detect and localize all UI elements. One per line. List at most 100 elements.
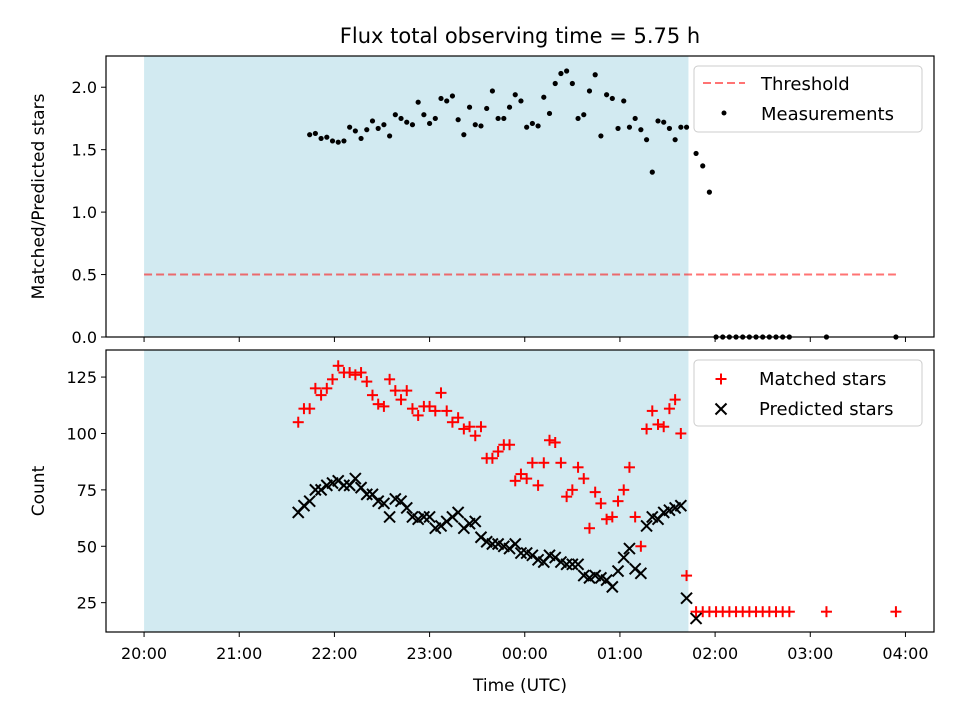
measurement-point xyxy=(615,125,621,132)
x-tick-label: 21:00 xyxy=(216,644,262,663)
matched-star-point xyxy=(389,385,401,397)
measurement-point xyxy=(506,104,513,110)
measurement-point xyxy=(375,125,381,132)
predicted-star-point xyxy=(514,546,528,560)
matched-star-point xyxy=(641,423,653,435)
predicted-star-point xyxy=(486,537,499,551)
ratio-panel-frame xyxy=(105,55,935,338)
y-tick-label: 75 xyxy=(77,481,97,500)
measurement-point xyxy=(524,124,530,130)
measurement-point xyxy=(512,92,518,98)
predicted-star-point xyxy=(611,564,625,578)
matched-star-point xyxy=(544,434,556,446)
matched-legend-label: Matched stars xyxy=(759,369,886,390)
measurement-point xyxy=(575,115,581,122)
matched-star-point xyxy=(890,606,902,618)
predicted-stars-series xyxy=(292,472,703,625)
predicted-star-point xyxy=(680,591,693,605)
predicted-star-point xyxy=(383,510,396,524)
matched-star-point xyxy=(663,403,675,415)
matched-star-point xyxy=(538,457,550,469)
matched-legend-swatch xyxy=(715,373,727,385)
measurement-point xyxy=(472,122,478,128)
matched-star-point xyxy=(412,409,424,421)
matched-star-point xyxy=(315,389,327,401)
predicted-star-point xyxy=(469,515,482,528)
y-tick-label: 25 xyxy=(77,594,97,613)
matched-star-point xyxy=(601,513,613,525)
measurement-point xyxy=(581,112,587,118)
measurement-point xyxy=(478,123,484,129)
measurement-point xyxy=(489,88,495,94)
measurement-point xyxy=(307,132,313,138)
measurement-point xyxy=(564,68,570,74)
measurement-point xyxy=(455,117,461,123)
predicted-star-point xyxy=(451,506,465,519)
y-tick-label: 100 xyxy=(66,424,97,443)
measurement-point xyxy=(546,110,553,117)
measurement-point xyxy=(666,125,673,132)
predicted-star-point xyxy=(560,558,573,571)
measurement-point xyxy=(569,80,575,87)
measurement-point xyxy=(592,72,598,78)
matched-star-point xyxy=(486,452,498,464)
x-tick-label: 02:00 xyxy=(692,644,738,663)
measurement-point xyxy=(415,99,421,105)
measurement-point xyxy=(529,120,535,127)
matched-stars-series xyxy=(292,360,902,618)
measurement-point xyxy=(426,120,433,127)
y-tick-label: 1.0 xyxy=(72,203,97,222)
matched-star-point xyxy=(618,484,630,496)
measurement-point xyxy=(466,104,473,110)
matched-star-point xyxy=(612,495,624,507)
predicted-star-point xyxy=(309,483,322,497)
measurement-point xyxy=(392,112,398,118)
measurement-point xyxy=(598,133,604,139)
matched-star-point xyxy=(424,400,436,412)
predicted-legend-marker xyxy=(714,402,728,416)
matched-star-point xyxy=(395,394,407,406)
measurement-point xyxy=(643,137,650,143)
predicted-star-point xyxy=(634,567,648,580)
matched-star-point xyxy=(555,457,567,469)
measurement-point xyxy=(369,118,376,124)
x-tick-label: 20:00 xyxy=(121,644,167,663)
matched-star-point xyxy=(561,491,573,503)
matched-star-point xyxy=(658,421,670,433)
matched-star-point xyxy=(349,369,361,381)
matched-star-point xyxy=(504,439,516,451)
predicted-legend-label: Predicted stars xyxy=(759,399,893,420)
measurement-point xyxy=(700,163,706,169)
observing-window-band-lower xyxy=(144,350,689,632)
measurement-point xyxy=(444,98,450,104)
matched-star-point xyxy=(292,416,304,428)
matched-star-point xyxy=(366,389,378,401)
predicted-star-point xyxy=(566,558,579,571)
matched-star-point xyxy=(623,461,635,473)
measurement-point xyxy=(706,189,712,195)
measurement-point xyxy=(541,94,547,100)
matched-star-point xyxy=(429,405,441,417)
matched-legend-marker xyxy=(715,373,727,385)
measurement-point xyxy=(609,95,615,102)
measurement-point xyxy=(655,118,661,124)
count-y-axis: 25 50 75 100 125 xyxy=(66,368,106,613)
matched-star-point xyxy=(549,436,561,448)
time-x-axis: 20:00 21:00 22:00 23:00 00:00 01:00 02:00 03:00… xyxy=(121,632,929,663)
measurement-point xyxy=(683,124,690,130)
ratio-y-axis: 0.0 0.5 1.0 1.5 2.0 xyxy=(72,78,106,347)
matched-star-point xyxy=(378,400,390,412)
predicted-star-point xyxy=(423,510,436,524)
matched-star-point xyxy=(458,423,470,435)
predicted-star-point xyxy=(623,542,636,555)
matched-star-point xyxy=(384,373,396,385)
matched-star-point xyxy=(526,457,538,469)
x-tick-label: 22:00 xyxy=(311,644,357,663)
measurement-point xyxy=(604,92,610,98)
matched-star-point xyxy=(572,461,584,473)
measurement-point xyxy=(421,112,427,118)
measurement-point xyxy=(501,115,507,122)
measurement-point xyxy=(398,115,404,122)
measurement-point xyxy=(409,122,416,128)
